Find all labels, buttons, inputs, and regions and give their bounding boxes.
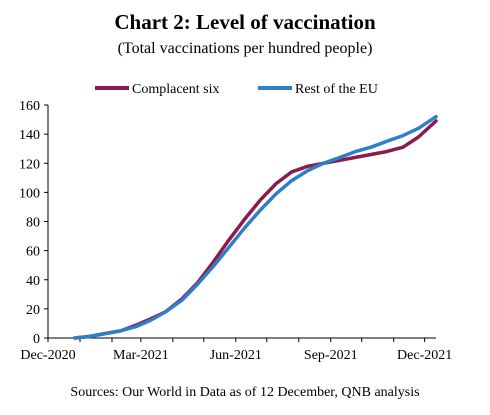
x-tick-label: Dec-2020 <box>20 348 75 363</box>
series-line-complacent-six <box>73 119 438 340</box>
y-tick-label: 40 <box>26 274 40 289</box>
x-tick-label: Dec-2021 <box>397 348 452 363</box>
y-tick-label: 120 <box>19 157 40 172</box>
y-tick-label: 0 <box>33 332 40 347</box>
legend-label: Rest of the EU <box>295 82 378 97</box>
x-tick-label: Jun-2021 <box>210 348 262 363</box>
y-tick-label: 60 <box>26 245 40 260</box>
series-line-rest-of-eu <box>73 114 438 340</box>
y-tick-label: 20 <box>26 303 40 318</box>
y-tick-label: 160 <box>19 99 40 114</box>
legend-label: Complacent six <box>132 82 220 97</box>
y-tick-label: 80 <box>26 216 40 231</box>
chart-subtitle: (Total vaccinations per hundred people) <box>117 40 373 57</box>
x-tick-label: Mar-2021 <box>113 348 169 363</box>
chart-title: Chart 2: Level of vaccination <box>114 10 376 34</box>
x-tick-label: Sep-2021 <box>304 348 358 363</box>
y-tick-label: 100 <box>19 186 40 201</box>
y-tick-label: 140 <box>19 128 40 143</box>
chart-source: Sources: Our World in Data as of 12 Dece… <box>70 385 420 400</box>
